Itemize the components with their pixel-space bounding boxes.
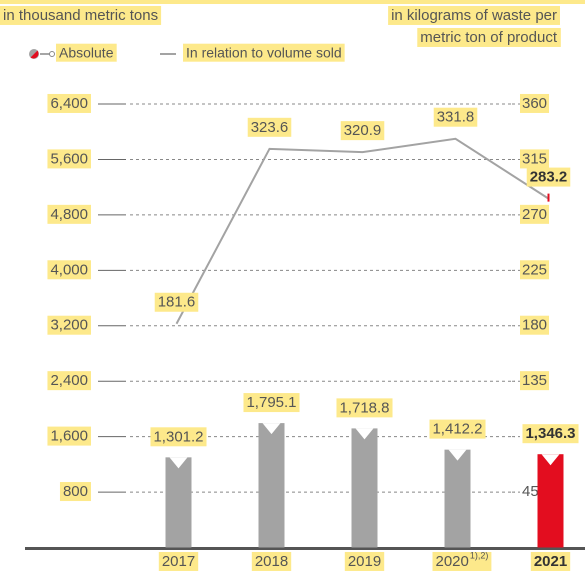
label-highlight — [0, 5, 162, 25]
bar-value-label: 1,346.3 — [525, 425, 575, 442]
y-tick-label: 3,200 — [50, 317, 88, 334]
bar — [351, 428, 378, 548]
y-axis-unit: in thousand metric tons — [3, 7, 158, 24]
bar-notch — [448, 449, 467, 461]
legend-label: In relation to volume sold — [186, 45, 342, 61]
label-highlight — [340, 121, 385, 141]
legend-label: Absolute — [59, 45, 114, 61]
line-value-label: 181.6 — [158, 294, 196, 311]
label-highlight — [243, 393, 300, 413]
y2-axis-unit: in kilograms of waste per — [391, 7, 557, 24]
bar — [444, 449, 471, 548]
label-highlight — [251, 551, 292, 571]
y2-tick-label: 135 — [522, 372, 547, 389]
label-highlight — [526, 167, 571, 187]
label-highlight — [47, 371, 91, 391]
label-highlight — [47, 93, 91, 113]
bar — [165, 457, 192, 548]
y-tick-label: 4,800 — [50, 206, 88, 223]
bar-notch — [262, 423, 281, 435]
y2-tick-label: 45 — [522, 483, 539, 500]
label-highlight — [429, 419, 486, 439]
y2-tick-label: 180 — [522, 317, 547, 334]
bar-notch — [355, 428, 374, 440]
label-highlight — [530, 551, 571, 571]
bar-notch — [541, 454, 560, 466]
label-highlight — [336, 398, 393, 418]
label-highlight — [158, 551, 199, 571]
label-highlight — [520, 93, 550, 113]
label-highlight — [47, 315, 91, 335]
label-highlight — [56, 43, 117, 62]
label-highlight — [154, 292, 199, 312]
y-tick-label: 4,000 — [50, 261, 88, 278]
label-highlight — [520, 204, 550, 224]
label-highlight — [522, 424, 579, 444]
label-highlight — [520, 315, 550, 335]
bar — [258, 423, 285, 548]
bar-value-label: 1,301.2 — [153, 428, 203, 445]
y2-axis-unit: metric ton of product — [420, 29, 558, 46]
x-tick-label: 2020 — [436, 553, 469, 570]
x-tick-label: 2021 — [534, 553, 567, 570]
label-highlight — [520, 371, 550, 391]
line-value-label: 283.2 — [530, 169, 568, 186]
label-highlight — [183, 43, 345, 62]
bar-value-label: 1,718.8 — [339, 399, 389, 416]
label-highlight — [520, 149, 550, 169]
label-highlight — [520, 260, 550, 280]
y2-tick-label: 270 — [522, 206, 547, 223]
x-tick-label: 2019 — [348, 553, 381, 570]
bar — [537, 454, 564, 548]
label-highlight — [150, 427, 207, 447]
cut-title-highlight — [0, 0, 585, 4]
label-highlight — [433, 107, 478, 127]
y-tick-label: 5,600 — [50, 150, 88, 167]
bar-notch — [169, 457, 188, 469]
y-tick-label: 6,400 — [50, 95, 88, 112]
line-value-label: 323.6 — [251, 119, 289, 136]
x-tick-label: 2017 — [162, 553, 195, 570]
legend-dot-icon-red — [30, 50, 39, 59]
label-highlight — [344, 551, 385, 571]
line-value-label: 320.9 — [344, 122, 382, 139]
bar-value-label: 1,412.2 — [432, 421, 482, 438]
y2-tick-label: 315 — [522, 150, 547, 167]
bar-value-label: 1,795.1 — [246, 394, 296, 411]
y2-tick-label: 360 — [522, 95, 547, 112]
label-highlight — [432, 551, 492, 571]
label-highlight — [47, 149, 91, 169]
legend-dot-ring — [49, 51, 55, 57]
label-highlight — [59, 482, 91, 502]
y-tick-label: 1,600 — [50, 428, 88, 445]
label-highlight — [417, 27, 561, 47]
label-highlight — [388, 5, 560, 25]
label-highlight — [47, 204, 91, 224]
y2-tick-label: 225 — [522, 261, 547, 278]
label-highlight — [47, 426, 91, 446]
label-highlight — [47, 260, 91, 280]
x-tick-label: 2018 — [255, 553, 288, 570]
x-tick-superscript: 1),2) — [470, 550, 489, 560]
line — [175, 137, 550, 325]
y-tick-label: 800 — [63, 483, 88, 500]
label-highlight — [247, 117, 292, 137]
y-tick-label: 2,400 — [50, 372, 88, 389]
line-value-label: 331.8 — [437, 109, 475, 126]
